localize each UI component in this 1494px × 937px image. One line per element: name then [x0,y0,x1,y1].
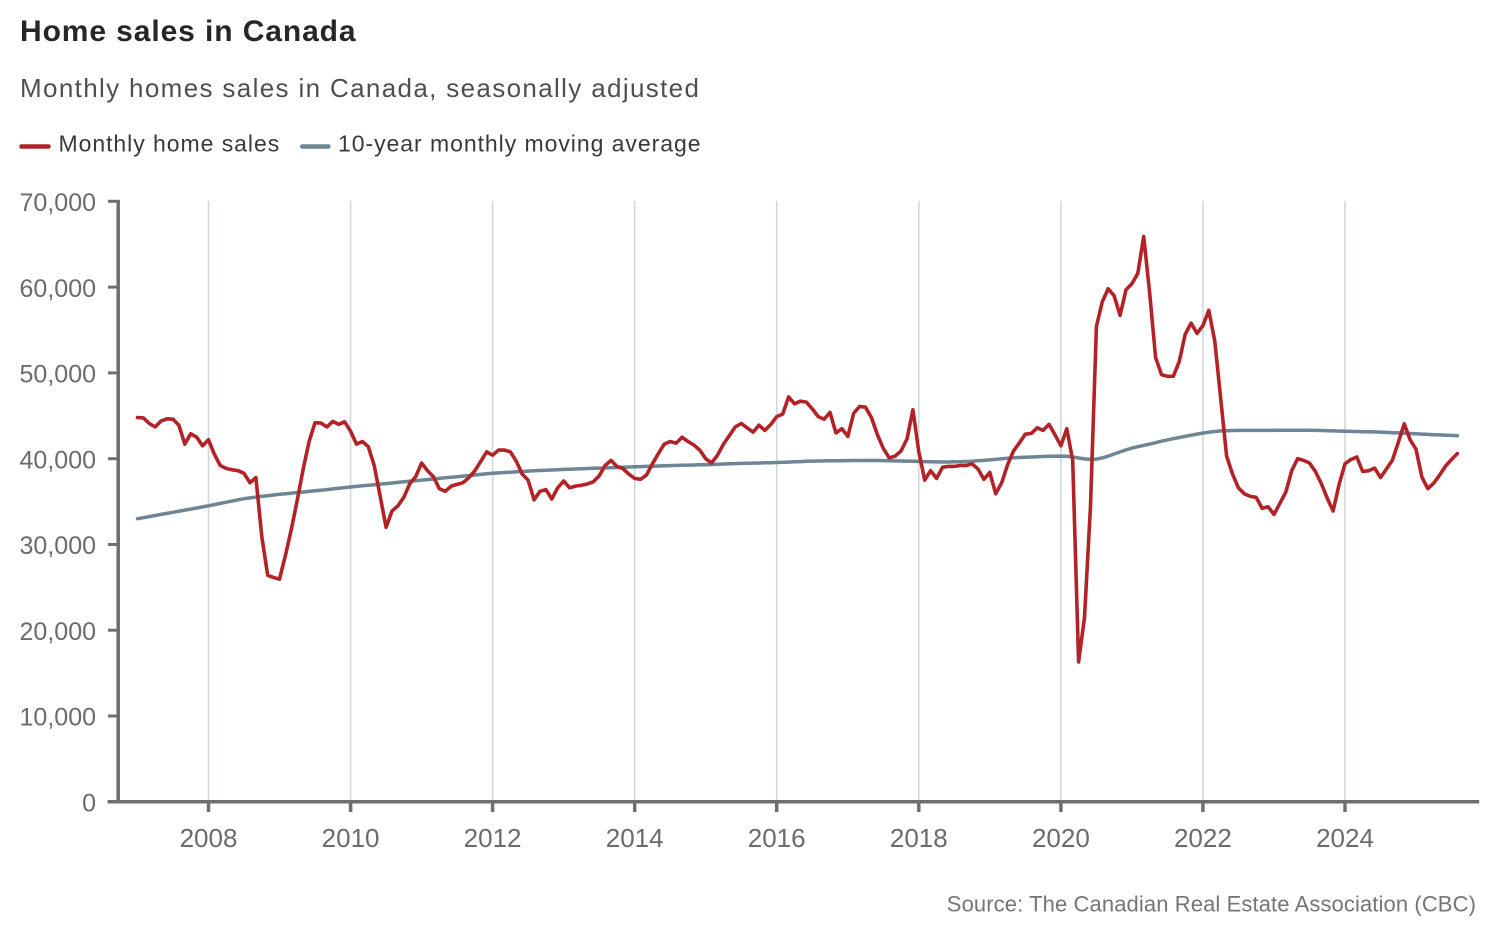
svg-text:0: 0 [82,790,96,818]
svg-text:2016: 2016 [748,823,806,853]
svg-text:10-year monthly moving average: 10-year monthly moving average [338,131,701,157]
svg-text:50,000: 50,000 [20,361,96,389]
svg-text:2012: 2012 [464,823,522,853]
svg-text:10,000: 10,000 [20,704,96,732]
svg-text:20,000: 20,000 [20,618,96,646]
svg-text:2014: 2014 [606,823,664,853]
svg-text:30,000: 30,000 [20,532,96,560]
svg-text:Monthly homes sales in Canada,: Monthly homes sales in Canada, seasonall… [20,73,700,103]
svg-text:2010: 2010 [322,823,380,853]
svg-text:2024: 2024 [1316,823,1374,853]
svg-text:70,000: 70,000 [20,189,96,217]
svg-text:2008: 2008 [180,823,238,853]
svg-text:60,000: 60,000 [20,275,96,303]
svg-text:40,000: 40,000 [20,446,96,474]
svg-text:2020: 2020 [1032,823,1090,853]
svg-text:Source: The Canadian Real Esta: Source: The Canadian Real Estate Associa… [947,892,1476,917]
svg-text:2022: 2022 [1174,823,1232,853]
svg-text:Home sales in Canada: Home sales in Canada [20,15,356,48]
svg-text:Monthly home sales: Monthly home sales [59,131,281,157]
svg-text:2018: 2018 [890,823,948,853]
